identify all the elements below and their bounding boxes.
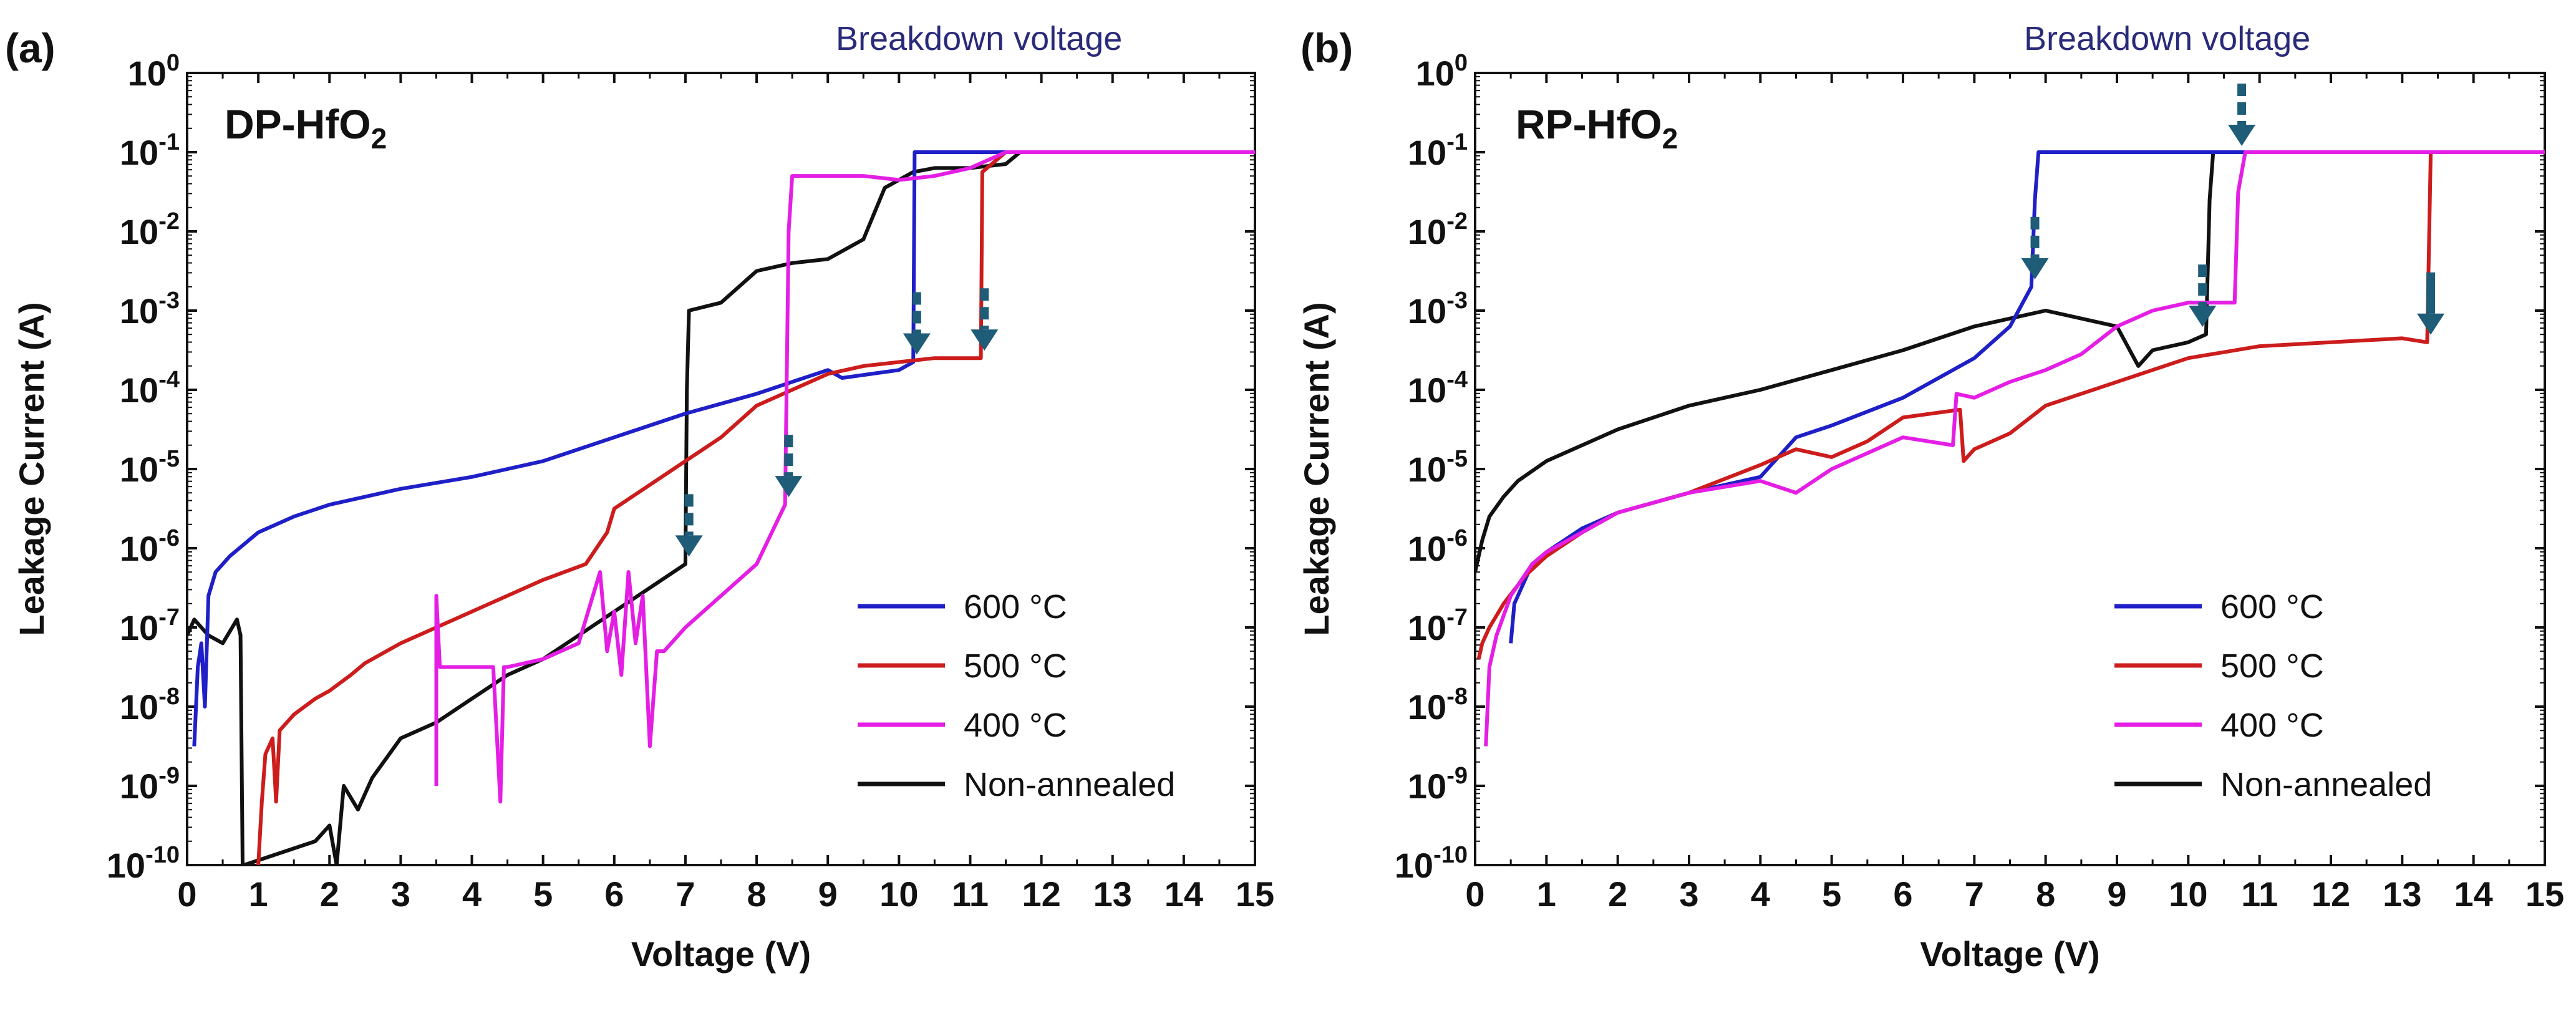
series-line-500-c — [256, 150, 1255, 865]
x-tick-label: 15 — [2525, 874, 2564, 914]
legend-label: 400 °C — [964, 707, 1067, 744]
y-tick-label: 10-6 — [120, 525, 180, 568]
legend-label: 500 °C — [964, 647, 1067, 685]
plot-frame — [1474, 72, 2546, 866]
legend-label: 400 °C — [2220, 707, 2324, 744]
legend: 600 °C 500 °C 400 °C Non-annealed — [858, 588, 1175, 803]
x-tick-label: 8 — [2036, 874, 2055, 914]
x-tick-label: 8 — [747, 874, 766, 914]
y-tick-label: 10-3 — [120, 288, 180, 331]
y-tick-label: 10-7 — [120, 604, 180, 647]
x-tick-label: 9 — [818, 874, 838, 914]
y-tick-label: 100 — [128, 50, 180, 93]
x-tick-label: 3 — [391, 874, 410, 914]
y-tick-label: 10-4 — [1408, 367, 1468, 410]
y-tick-label: 10-5 — [1408, 446, 1468, 489]
x-axis-title: Voltage (V) — [631, 934, 811, 974]
breakdown-arrow — [675, 494, 703, 557]
breakdown-arrow — [2228, 84, 2256, 146]
legend: 600 °C 500 °C 400 °C Non-annealed — [2114, 588, 2432, 803]
y-tick-label: 10-10 — [1395, 842, 1468, 885]
x-tick-label: 6 — [1893, 874, 1912, 914]
y-tick-label: 10-5 — [120, 446, 180, 489]
x-tick-label: 5 — [1822, 874, 1841, 914]
y-axis-title: Leakage Current (A) — [1297, 302, 1336, 636]
breakdown-voltage-label: Breakdown voltage — [2024, 20, 2310, 57]
panel-title: DP-HfO2 — [225, 101, 387, 155]
x-tick-label: 10 — [879, 874, 918, 914]
x-tick-label: 10 — [2169, 874, 2207, 914]
series-line-non-annealed — [1475, 150, 2545, 573]
y-tick-label: 10-2 — [120, 208, 180, 251]
plot-frame — [186, 72, 1256, 866]
series-line-non-annealed — [187, 150, 1255, 865]
panel-b: (b)0 1 2 3 4 5 6 7 8 9 10 11 12 13 14 1510010-110-210-3… — [1297, 20, 2564, 974]
y-tick-label: 10-4 — [120, 367, 180, 410]
breakdown-arrow — [2417, 272, 2445, 335]
x-axis-title: Voltage (V) — [1920, 934, 2099, 974]
panel-a: (a)0 1 2 3 4 5 6 7 8 9 10 11 12 13 14 1510010-110-210-3… — [5, 20, 1274, 974]
x-tick-label: 3 — [1679, 874, 1698, 914]
x-tick-label: 0 — [177, 874, 196, 914]
y-tick-label: 10-6 — [1408, 525, 1468, 568]
series-line-500-c — [1476, 150, 2545, 660]
x-tick-label: 5 — [533, 874, 553, 914]
panel-label: (a) — [5, 25, 56, 71]
series-line-600-c — [192, 150, 1255, 747]
legend-label: 600 °C — [2220, 588, 2324, 626]
panel-label: (b) — [1300, 25, 1353, 71]
y-tick-label: 100 — [1416, 50, 1468, 93]
y-tick-label: 10-1 — [120, 129, 180, 172]
x-tick-label: 13 — [1093, 874, 1132, 914]
series-line-600-c — [1509, 150, 2545, 644]
x-tick-label: 0 — [1465, 874, 1484, 914]
y-tick-label: 10-8 — [120, 684, 180, 727]
breakdown-arrow — [775, 435, 803, 498]
breakdown-arrow — [2189, 264, 2217, 327]
panel-title: RP-HfO2 — [1516, 101, 1678, 155]
breakdown-voltage-label: Breakdown voltage — [836, 20, 1122, 57]
breakdown-arrow — [903, 292, 931, 355]
y-tick-label: 10-9 — [120, 763, 180, 806]
x-tick-label: 11 — [2241, 874, 2278, 914]
y-tick-label: 10-7 — [1408, 604, 1468, 647]
x-tick-label: 1 — [1537, 874, 1556, 914]
legend-label: 600 °C — [964, 588, 1067, 626]
x-tick-label: 2 — [320, 874, 339, 914]
y-tick-label: 10-2 — [1408, 208, 1468, 251]
x-tick-label: 6 — [604, 874, 624, 914]
series-line-400-c — [1484, 150, 2545, 747]
y-axis-title: Leakage Current (A) — [12, 302, 51, 636]
x-tick-label: 1 — [249, 874, 268, 914]
x-tick-label: 7 — [1965, 874, 1984, 914]
x-tick-label: 14 — [2454, 874, 2493, 914]
y-tick-label: 10-1 — [1408, 129, 1468, 172]
x-tick-label: 7 — [675, 874, 695, 914]
legend-label: 500 °C — [2220, 647, 2324, 685]
x-tick-label: 13 — [2383, 874, 2421, 914]
x-tick-label: 4 — [462, 874, 482, 914]
y-tick-label: 10-8 — [1408, 684, 1468, 727]
x-tick-label: 11 — [952, 874, 989, 914]
legend-label: Non-annealed — [964, 766, 1175, 803]
x-tick-label: 14 — [1165, 874, 1203, 914]
y-tick-label: 10-3 — [1408, 288, 1468, 331]
x-tick-label: 15 — [1236, 874, 1274, 914]
x-tick-label: 9 — [2107, 874, 2126, 914]
y-tick-label: 10-10 — [107, 842, 180, 885]
legend-label: Non-annealed — [2220, 766, 2432, 803]
x-tick-label: 12 — [2312, 874, 2350, 914]
x-tick-label: 2 — [1608, 874, 1627, 914]
x-tick-label: 4 — [1751, 874, 1770, 914]
breakdown-arrow — [2021, 216, 2049, 279]
x-tick-label: 12 — [1022, 874, 1060, 914]
y-tick-label: 10-9 — [1408, 763, 1468, 806]
series-line-400-c — [434, 150, 1255, 804]
breakdown-arrow — [971, 288, 999, 351]
